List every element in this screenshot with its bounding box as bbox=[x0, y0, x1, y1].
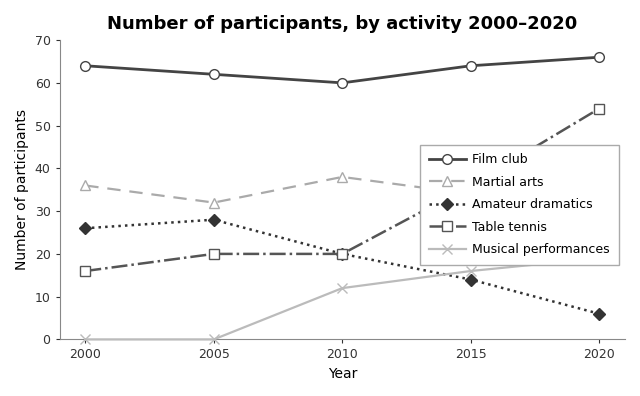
Table tennis bbox=[595, 106, 603, 111]
Film club bbox=[339, 80, 346, 85]
Table tennis bbox=[467, 183, 475, 188]
Amateur dramatics bbox=[595, 311, 603, 316]
Line: Musical performances: Musical performances bbox=[81, 253, 604, 344]
Line: Martial arts: Martial arts bbox=[81, 172, 604, 208]
Amateur dramatics bbox=[210, 217, 218, 222]
Martial arts bbox=[81, 183, 89, 188]
Martial arts bbox=[467, 192, 475, 196]
Y-axis label: Number of participants: Number of participants bbox=[15, 109, 29, 270]
Film club bbox=[210, 72, 218, 77]
Martial arts bbox=[339, 175, 346, 179]
Amateur dramatics bbox=[339, 251, 346, 256]
Musical performances bbox=[595, 256, 603, 261]
Legend: Film club, Martial arts, Amateur dramatics, Table tennis, Musical performances: Film club, Martial arts, Amateur dramati… bbox=[420, 145, 619, 265]
Musical performances bbox=[81, 337, 89, 342]
Film club bbox=[595, 55, 603, 59]
Line: Amateur dramatics: Amateur dramatics bbox=[81, 215, 604, 318]
Line: Film club: Film club bbox=[81, 52, 604, 88]
Martial arts bbox=[595, 183, 603, 188]
Amateur dramatics bbox=[467, 277, 475, 282]
Musical performances bbox=[467, 268, 475, 273]
Film club bbox=[81, 63, 89, 68]
X-axis label: Year: Year bbox=[328, 367, 357, 381]
Table tennis bbox=[81, 268, 89, 273]
Table tennis bbox=[339, 251, 346, 256]
Title: Number of participants, by activity 2000–2020: Number of participants, by activity 2000… bbox=[107, 15, 577, 33]
Martial arts bbox=[210, 200, 218, 205]
Musical performances bbox=[210, 337, 218, 342]
Line: Table tennis: Table tennis bbox=[81, 104, 604, 276]
Film club bbox=[467, 63, 475, 68]
Table tennis bbox=[210, 251, 218, 256]
Amateur dramatics bbox=[81, 226, 89, 230]
Musical performances bbox=[339, 286, 346, 291]
